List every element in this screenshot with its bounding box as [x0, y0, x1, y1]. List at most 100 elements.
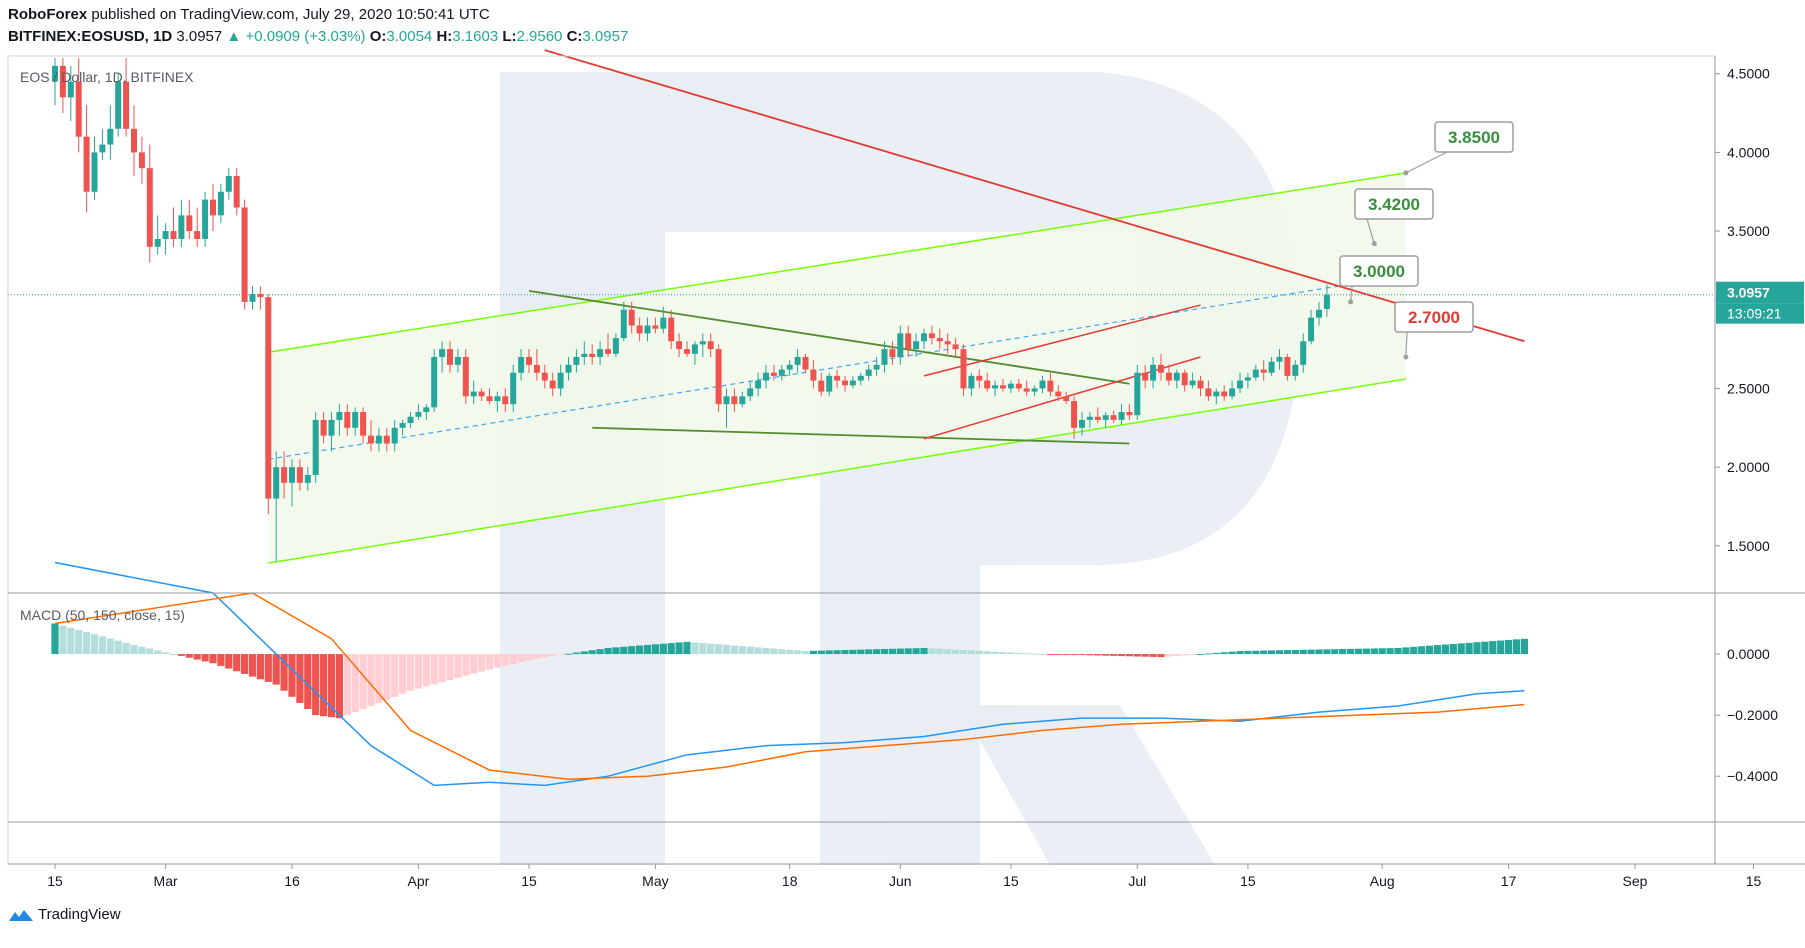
- candle-body: [59, 65, 66, 98]
- candle-body: [842, 380, 848, 386]
- macd-histogram-bar: [675, 642, 683, 655]
- callout-box: [1434, 121, 1514, 153]
- macd-histogram-bar: [51, 623, 59, 655]
- brand-footer[interactable]: TradingView: [8, 906, 121, 923]
- macd-histogram-bar: [880, 648, 889, 655]
- countdown-text: 13:09:21: [1727, 306, 1782, 322]
- macd-histogram-bar: [169, 654, 178, 656]
- macd-histogram-bar: [367, 654, 375, 706]
- macd-histogram-bar: [1078, 654, 1086, 656]
- macd-histogram-bar: [873, 649, 881, 655]
- callout-value: 3.4200: [1368, 195, 1420, 214]
- macd-histogram-bar: [1070, 654, 1078, 656]
- candle-body: [257, 294, 264, 298]
- macd-histogram-bar: [541, 654, 549, 658]
- high-value: 3.1603: [452, 28, 499, 45]
- candle-body: [1007, 383, 1014, 389]
- macd-histogram-bar: [162, 652, 170, 655]
- candle-body: [1268, 361, 1275, 373]
- change-value: +0.0909 (+3.03%): [245, 28, 366, 45]
- macd-histogram-bar: [888, 648, 896, 655]
- candle-body: [1300, 341, 1307, 365]
- tradingview-logo-icon: [9, 909, 33, 921]
- macd-histogram-bar: [817, 650, 825, 655]
- candle-body: [178, 215, 185, 239]
- candle-body: [849, 380, 856, 386]
- candle-body: [1047, 380, 1054, 392]
- candle-body: [115, 81, 122, 129]
- candle-body: [1165, 372, 1172, 381]
- candle-body: [533, 364, 540, 373]
- macd-histogram-bar: [430, 654, 438, 685]
- candle-body: [1102, 415, 1109, 420]
- macd-histogram-bar: [738, 646, 746, 655]
- candle-body: [249, 294, 256, 302]
- macd-histogram-bar: [659, 643, 667, 655]
- candle-body: [447, 349, 453, 365]
- candle-body: [897, 333, 904, 357]
- macd-title: MACD (50, 150, close, 15): [20, 607, 185, 623]
- macd-histogram-bar: [825, 650, 833, 655]
- candle-body: [1244, 377, 1251, 381]
- candle-body: [1213, 391, 1220, 397]
- callout-anchor: [1371, 241, 1377, 247]
- macd-histogram-bar: [98, 636, 106, 655]
- candle-body: [628, 309, 635, 326]
- macd-histogram-bar: [177, 654, 185, 656]
- drawings-layer: [8, 49, 1715, 564]
- candle-body: [526, 356, 532, 365]
- x-tick-label: 15: [47, 873, 63, 889]
- candle-body: [857, 375, 864, 381]
- macd-histogram-bar: [422, 654, 430, 687]
- candle-body: [391, 427, 398, 444]
- macd-histogram-bar: [533, 654, 541, 659]
- candle-body: [992, 385, 999, 389]
- candle-body: [1237, 380, 1243, 389]
- candle-body: [1023, 388, 1030, 392]
- macd-histogram-bar: [667, 643, 675, 655]
- macd-histogram-bar: [256, 654, 264, 680]
- macd-histogram-bar: [967, 650, 975, 655]
- callout-value: 3.8500: [1448, 128, 1500, 147]
- macd-histogram-bar: [707, 643, 715, 655]
- macd-histogram-bar: [462, 654, 470, 676]
- publisher[interactable]: RoboForex: [8, 6, 88, 23]
- macd-histogram-bar: [485, 654, 494, 670]
- candle-body: [1031, 388, 1038, 392]
- candle-body: [1197, 380, 1204, 389]
- macd-histogram-bar: [241, 654, 249, 674]
- candle-body: [676, 341, 683, 350]
- macd-layer: [51, 561, 1528, 787]
- macd-histogram-bar: [920, 647, 928, 655]
- channel-mid-line: [268, 274, 1406, 460]
- candles-layer: [52, 58, 1330, 562]
- candle-body: [407, 416, 414, 424]
- macd-histogram-bar: [1457, 643, 1465, 655]
- candle-body: [960, 349, 967, 389]
- red-channel-upper: [923, 304, 1201, 377]
- candle-body: [873, 364, 880, 370]
- y-tick-label: 4.0000: [1727, 144, 1770, 160]
- candle-body: [170, 231, 177, 239]
- candle-body: [470, 391, 477, 397]
- callout-value: 2.7000: [1408, 308, 1460, 327]
- candle-body: [1079, 419, 1085, 428]
- macd-histogram-bar: [1433, 645, 1442, 655]
- candle-body: [1173, 372, 1180, 381]
- candle-body: [375, 435, 382, 444]
- macd-histogram-bar: [75, 629, 83, 655]
- candle-body: [510, 372, 517, 405]
- candle-body: [810, 369, 817, 381]
- macd-histogram-bar: [1339, 649, 1347, 655]
- macd-histogram-bar: [335, 654, 343, 719]
- candle-body: [834, 375, 841, 381]
- macd-histogram-bar: [1497, 640, 1505, 655]
- candle-body: [913, 341, 920, 350]
- candle-body: [1150, 364, 1157, 381]
- candle-body: [1063, 396, 1070, 402]
- candle-body: [518, 356, 525, 373]
- macd-histogram-bar: [1007, 652, 1015, 655]
- candle-body: [281, 467, 288, 483]
- candle-body: [431, 356, 438, 408]
